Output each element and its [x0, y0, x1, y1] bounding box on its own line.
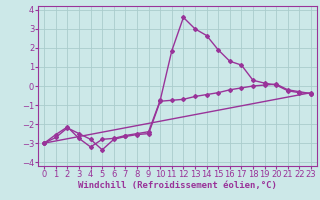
X-axis label: Windchill (Refroidissement éolien,°C): Windchill (Refroidissement éolien,°C) [78, 181, 277, 190]
